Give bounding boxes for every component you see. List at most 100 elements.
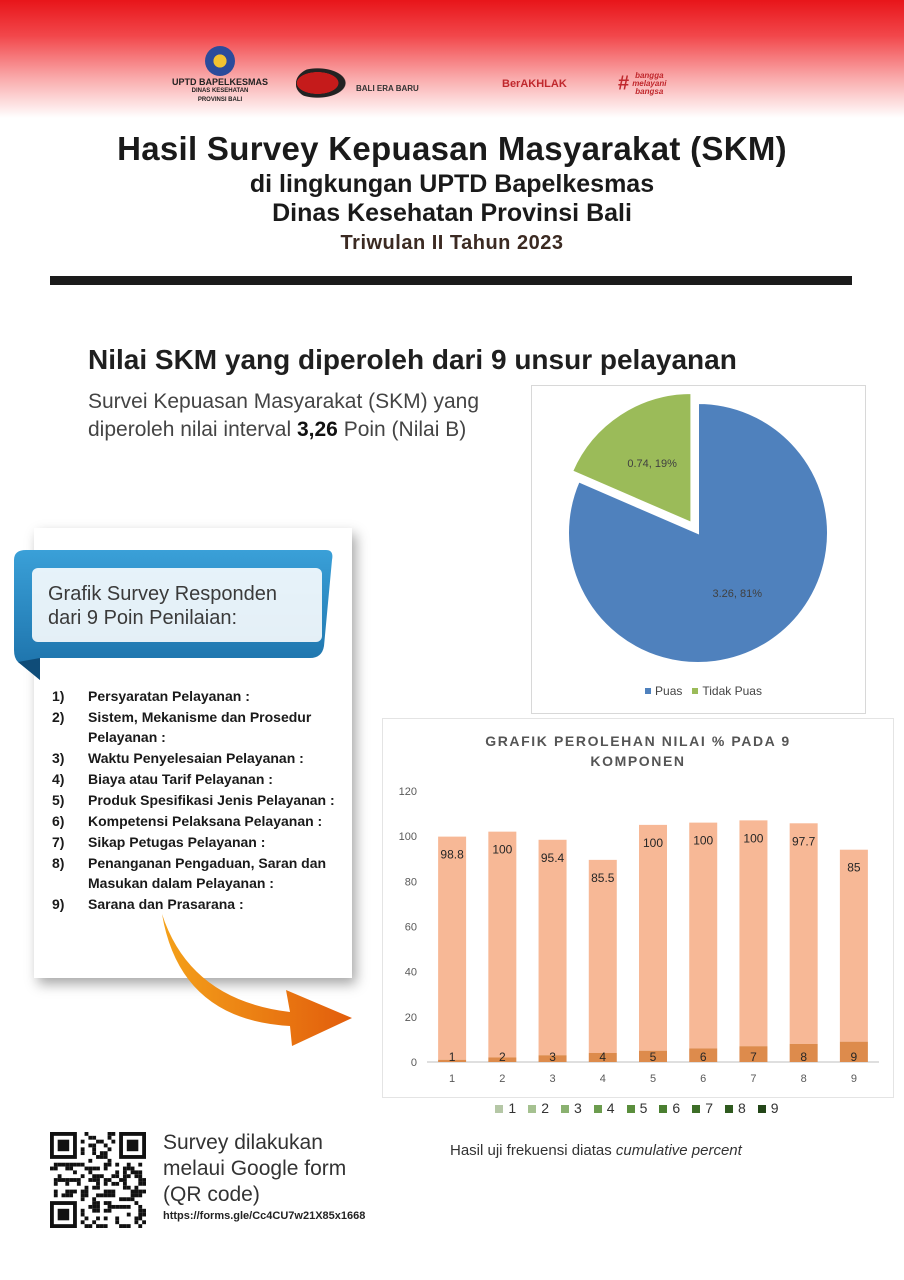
uptd-logo-line3: PROVINSI BALI: [197, 97, 243, 103]
bar-segment-base: [488, 1057, 517, 1062]
bar-segment-base: [839, 1041, 868, 1062]
title-block: Hasil Survey Kepuasan Masyarakat (SKM) d…: [0, 130, 904, 255]
bar-segment-nilai: [689, 822, 718, 1049]
pie-legend-label: Puas: [655, 684, 683, 698]
qr-caption: Survey dilakukan melaui Google form (QR …: [163, 1131, 347, 1206]
survey-point-text: Sikap Petugas Pelayanan :: [88, 834, 266, 850]
bar-segment-nilai: [639, 824, 667, 1051]
bar-segment-base: [438, 1059, 467, 1062]
bar-legend-swatch: [593, 1105, 602, 1114]
survey-point-number: 9): [52, 896, 65, 912]
bar-chart-title-line1: GRAFIK PEROLEHAN NILAI % PADA 9: [485, 733, 791, 749]
pie-legend-swatch: [692, 688, 699, 695]
bar-segment-nilai: [739, 820, 768, 1047]
period-label: Triwulan II Tahun 2023: [340, 232, 564, 254]
bangga-line3: bangsa: [635, 87, 664, 96]
bar-legend-item: 9: [757, 1100, 779, 1116]
y-tick-label: 40: [405, 967, 417, 979]
bar-legend-swatch: [626, 1105, 635, 1114]
survey-point-number: 7): [52, 834, 65, 850]
bar-segment-base: [538, 1055, 567, 1062]
bar-base-label: 8: [800, 1050, 807, 1064]
card-heading-line2: dari 9 Poin Penilaian:: [48, 607, 238, 629]
survey-point-item: 7) Sikap Petugas Pelayanan :: [52, 832, 352, 852]
x-tick-label: 1: [449, 1073, 455, 1085]
y-tick-label: 0: [411, 1057, 417, 1069]
bar-base-label: 9: [851, 1050, 858, 1064]
survey-point-item: 9) Sarana dan Prasarana :: [52, 894, 352, 914]
y-tick-label: 60: [405, 922, 417, 934]
bar-data-label: 100: [743, 831, 763, 845]
qr-code-icon: [50, 1132, 146, 1228]
uptd-logo-line1: UPTD BAPELKESMAS: [171, 77, 268, 87]
y-tick-label: 100: [399, 831, 417, 843]
intro-after: Poin (Nilai B): [343, 418, 467, 441]
page-subtitle-1: di lingkungan UPTD Bapelkesmas: [249, 170, 655, 198]
y-tick-label: 80: [405, 876, 417, 888]
bar-data-label: 85.5: [591, 871, 615, 885]
bangga-line2: melayani: [632, 79, 667, 88]
bar-data-label: 100: [693, 834, 713, 848]
bar-legend-item: 3: [561, 1100, 582, 1116]
bar-legend-swatch: [757, 1105, 766, 1114]
bar-legend-label: 3: [574, 1100, 582, 1116]
pie-legend-label: Tidak Puas: [702, 684, 762, 698]
bar-data-label: 85: [847, 861, 861, 875]
bar-legend-swatch: [561, 1105, 569, 1114]
bar-base-label: 6: [700, 1050, 707, 1064]
bar-segment-base: [789, 1043, 818, 1062]
bangga-melayani-logo: # bangga melayani bangsa: [618, 72, 666, 96]
y-tick-label: 20: [405, 1012, 417, 1024]
bali-era-baru-logo: BALI ERA BARU: [296, 64, 456, 104]
survey-point-text: Kompetensi Pelaksana Pelayanan :: [88, 813, 323, 829]
survey-point-number: 1): [52, 688, 65, 704]
survey-point-text: Biaya atau Tarif Pelayanan :: [88, 771, 273, 787]
bar-base-label: 5: [650, 1050, 657, 1064]
survey-point-text: Sistem, Mekanisme dan Prosedur Pelayanan…: [88, 709, 312, 745]
survey-point-number: 5): [52, 792, 65, 808]
bar-legend-item: 1: [495, 1100, 516, 1116]
bar-base-label: 1: [449, 1050, 456, 1064]
intro-before: Survei Kepuasan Masyarakat (SKM) yang di…: [88, 390, 480, 441]
hashtag-icon: #: [618, 72, 630, 95]
x-tick-label: 3: [549, 1073, 555, 1085]
bar-legend-swatch: [495, 1105, 504, 1114]
x-tick-label: 6: [700, 1073, 706, 1085]
header-band: [0, 0, 904, 118]
bar-legend-swatch: [692, 1105, 701, 1114]
y-tick-label: 120: [399, 786, 417, 798]
bar-data-label: 100: [643, 836, 663, 850]
pie-slice-tidak-puas: [570, 391, 693, 525]
form-url[interactable]: https://forms.gle/Cc4CU7w21X85x1668: [163, 1210, 366, 1222]
uptd-logo: UPTD BAPELKESMAS DINAS KESEHATAN PROVINS…: [170, 46, 270, 105]
berakhlak-logo: BerAKHLAK: [502, 78, 567, 90]
bar-data-label: 100: [492, 843, 512, 857]
bar-legend-item: 7: [692, 1100, 713, 1116]
intro-value: 3,26: [296, 418, 338, 441]
bar-chart-title: GRAFIK PEROLEHAN NILAI % PADA 9 KOMPONEN: [383, 731, 893, 771]
bangga-line1: bangga: [635, 71, 664, 80]
survey-point-item: 8) Penanganan Pengaduan, Saran dan Masuka…: [52, 853, 352, 893]
survey-point-text: Sarana dan Prasarana :: [88, 896, 244, 912]
card-heading-line1: Grafik Survey Responden: [48, 583, 278, 605]
bali-logo-text: BALI ERA BARU: [356, 84, 419, 93]
survey-point-item: 2) Sistem, Mekanisme dan Prosedur Pelayan…: [52, 707, 352, 747]
survey-point-text: Penanganan Pengaduan, Saran dan Masukan …: [88, 855, 327, 891]
bar-segment-base: [739, 1046, 768, 1062]
bar-segment-base: [588, 1052, 617, 1062]
bar-legend-label: 8: [737, 1100, 746, 1116]
title-divider: [50, 276, 852, 285]
bar-segment-base: [639, 1050, 667, 1062]
survey-point-item: 4) Biaya atau Tarif Pelayanan :: [52, 769, 352, 789]
survey-point-item: 5) Produk Spesifikasi Jenis Pelayanan :: [52, 790, 352, 810]
survey-point-number: 2): [52, 709, 65, 725]
bar-legend-swatch: [724, 1105, 733, 1114]
pie-legend: Puas Tidak Puas: [532, 684, 865, 698]
survey-point-item: 1) Persyaratan Pelayanan :: [52, 686, 352, 706]
bar-base-label: 4: [599, 1050, 606, 1064]
survey-point-number: 6): [52, 813, 65, 829]
province-emblem-icon: [205, 46, 235, 76]
intro-text: Survei Kepuasan Masyarakat (SKM) yang di…: [88, 388, 518, 444]
bar-base-label: 3: [549, 1050, 556, 1064]
x-tick-label: 5: [650, 1073, 656, 1085]
